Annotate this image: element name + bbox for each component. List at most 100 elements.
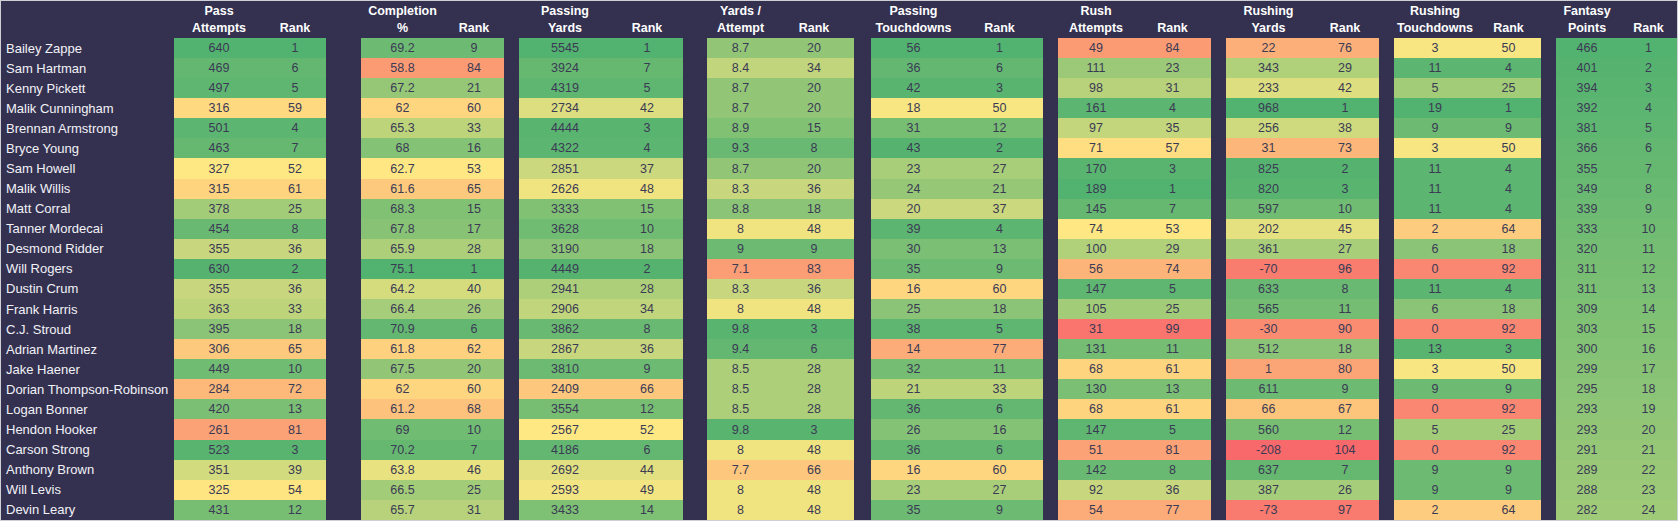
pass-attempts-value-cell[interactable]: 395 (174, 319, 264, 339)
fantasy-points-rank-cell[interactable]: 13 (1618, 279, 1678, 299)
pass-attempts-rank-cell[interactable]: 7 (264, 138, 326, 158)
passing-touchdowns-rank-cell[interactable]: 4 (956, 219, 1043, 239)
fantasy-points-value-cell[interactable]: 355 (1556, 158, 1618, 178)
completion-pct-rank-cell[interactable]: 7 (444, 440, 504, 460)
rushing-touchdowns-value-cell[interactable]: 0 (1394, 259, 1476, 279)
completion-pct-value-cell[interactable]: 67.8 (361, 219, 444, 239)
passing-touchdowns-rank-cell[interactable]: 60 (956, 460, 1043, 480)
fantasy-points-rank-cell[interactable]: 18 (1618, 379, 1678, 399)
passing-touchdowns-value-cell[interactable]: 18 (871, 98, 956, 118)
rush-attempts-value-cell[interactable]: 31 (1058, 319, 1134, 339)
fantasy-points-value-cell[interactable]: 293 (1556, 399, 1618, 419)
pass-attempts-rank-cell[interactable]: 54 (264, 480, 326, 500)
passing-touchdowns-value-cell[interactable]: 23 (871, 480, 956, 500)
pass-attempts-value-cell[interactable]: 523 (174, 440, 264, 460)
rush-attempts-rank-cell[interactable]: 23 (1134, 58, 1211, 78)
rushing-yards-value-cell[interactable]: 597 (1226, 199, 1311, 219)
passing-yards-value-cell[interactable]: 3924 (519, 58, 611, 78)
pass-attempts-rank-cell[interactable]: 5 (264, 78, 326, 98)
passing-touchdowns-value-cell[interactable]: 23 (871, 158, 956, 178)
rush-attempts-value-cell[interactable]: 147 (1058, 279, 1134, 299)
rush-attempts-value-cell[interactable]: 49 (1058, 38, 1134, 58)
pass-attempts-rank-cell[interactable]: 33 (264, 299, 326, 319)
player-name-cell[interactable]: Matt Corral (1, 199, 174, 219)
fantasy-points-rank-cell[interactable]: 1 (1618, 38, 1678, 58)
fantasy-points-rank-cell[interactable]: 19 (1618, 399, 1678, 419)
passing-touchdowns-value-cell[interactable]: 43 (871, 138, 956, 158)
yards-per-attempt-rank-cell[interactable]: 36 (774, 179, 854, 199)
fantasy-points-value-cell[interactable]: 311 (1556, 259, 1618, 279)
completion-pct-value-cell[interactable]: 67.2 (361, 78, 444, 98)
yards-per-attempt-rank-cell[interactable]: 6 (774, 339, 854, 359)
rushing-yards-rank-cell[interactable]: 104 (1311, 440, 1379, 460)
rushing-yards-rank-cell[interactable]: 3 (1311, 179, 1379, 199)
yards-per-attempt-value-cell[interactable]: 8 (707, 219, 774, 239)
yards-per-attempt-rank-cell[interactable]: 28 (774, 399, 854, 419)
fantasy-points-value-cell[interactable]: 300 (1556, 339, 1618, 359)
pass-attempts-value-cell[interactable]: 306 (174, 339, 264, 359)
rush-attempts-value-cell[interactable]: 100 (1058, 239, 1134, 259)
fantasy-points-rank-cell[interactable]: 10 (1618, 219, 1678, 239)
yards-per-attempt-rank-cell[interactable]: 48 (774, 219, 854, 239)
passing-touchdowns-value-cell[interactable]: 36 (871, 399, 956, 419)
rushing-touchdowns-value-cell[interactable]: 0 (1394, 319, 1476, 339)
rushing-touchdowns-rank-cell[interactable]: 9 (1476, 118, 1541, 138)
pass-attempts-value-cell[interactable]: 351 (174, 460, 264, 480)
completion-pct-value-cell[interactable]: 67.5 (361, 359, 444, 379)
rushing-touchdowns-value-cell[interactable]: 9 (1394, 379, 1476, 399)
pass-attempts-value-cell[interactable]: 363 (174, 299, 264, 319)
pass-attempts-rank-cell[interactable]: 13 (264, 399, 326, 419)
pass-attempts-rank-cell[interactable]: 2 (264, 259, 326, 279)
rushing-touchdowns-value-cell[interactable]: 9 (1394, 480, 1476, 500)
pass-attempts-rank-cell[interactable]: 1 (264, 38, 326, 58)
rushing-touchdowns-rank-cell[interactable]: 4 (1476, 179, 1541, 199)
rushing-yards-value-cell[interactable]: 565 (1226, 299, 1311, 319)
passing-yards-rank-cell[interactable]: 9 (611, 359, 683, 379)
passing-touchdowns-rank-cell[interactable]: 12 (956, 118, 1043, 138)
rushing-yards-rank-cell[interactable]: 29 (1311, 58, 1379, 78)
rush-attempts-value-cell[interactable]: 68 (1058, 399, 1134, 419)
fantasy-points-value-cell[interactable]: 320 (1556, 239, 1618, 259)
rush-attempts-rank-cell[interactable]: 1 (1134, 179, 1211, 199)
player-name-cell[interactable]: Kenny Pickett (1, 78, 174, 98)
passing-touchdowns-value-cell[interactable]: 16 (871, 279, 956, 299)
rushing-touchdowns-value-cell[interactable]: 11 (1394, 279, 1476, 299)
player-name-cell[interactable]: Desmond Ridder (1, 239, 174, 259)
rushing-yards-value-cell[interactable]: 202 (1226, 219, 1311, 239)
fantasy-points-value-cell[interactable]: 394 (1556, 78, 1618, 98)
completion-pct-value-cell[interactable]: 58.8 (361, 58, 444, 78)
rushing-yards-rank-cell[interactable]: 27 (1311, 239, 1379, 259)
passing-yards-value-cell[interactable]: 4444 (519, 118, 611, 138)
rushing-touchdowns-rank-cell[interactable]: 18 (1476, 239, 1541, 259)
completion-pct-rank-cell[interactable]: 40 (444, 279, 504, 299)
rushing-yards-rank-cell[interactable]: 96 (1311, 259, 1379, 279)
pass-attempts-value-cell[interactable]: 355 (174, 279, 264, 299)
yards-per-attempt-rank-cell[interactable]: 36 (774, 279, 854, 299)
passing-yards-rank-cell[interactable]: 18 (611, 239, 683, 259)
completion-pct-rank-cell[interactable]: 68 (444, 399, 504, 419)
rushing-yards-rank-cell[interactable]: 1 (1311, 98, 1379, 118)
rushing-yards-rank-cell[interactable]: 73 (1311, 138, 1379, 158)
passing-yards-rank-cell[interactable]: 28 (611, 279, 683, 299)
pass-attempts-value-cell[interactable]: 315 (174, 179, 264, 199)
yards-per-attempt-rank-cell[interactable]: 48 (774, 299, 854, 319)
column-header-completion-pct-rank[interactable]: Rank (444, 1, 504, 38)
rushing-yards-value-cell[interactable]: 968 (1226, 98, 1311, 118)
rushing-yards-rank-cell[interactable]: 67 (1311, 399, 1379, 419)
player-name-cell[interactable]: Brennan Armstrong (1, 118, 174, 138)
passing-touchdowns-rank-cell[interactable]: 6 (956, 440, 1043, 460)
completion-pct-value-cell[interactable]: 70.2 (361, 440, 444, 460)
rushing-yards-rank-cell[interactable]: 7 (1311, 460, 1379, 480)
rush-attempts-rank-cell[interactable]: 61 (1134, 399, 1211, 419)
passing-touchdowns-rank-cell[interactable]: 77 (956, 339, 1043, 359)
rushing-touchdowns-value-cell[interactable]: 6 (1394, 239, 1476, 259)
rushing-yards-rank-cell[interactable]: 12 (1311, 419, 1379, 439)
fantasy-points-rank-cell[interactable]: 14 (1618, 299, 1678, 319)
column-header-rushing-yards-rank[interactable]: Rank (1311, 1, 1379, 38)
rush-attempts-rank-cell[interactable]: 31 (1134, 78, 1211, 98)
rushing-yards-rank-cell[interactable]: 2 (1311, 158, 1379, 178)
rush-attempts-value-cell[interactable]: 92 (1058, 480, 1134, 500)
yards-per-attempt-value-cell[interactable]: 9.8 (707, 319, 774, 339)
passing-touchdowns-value-cell[interactable]: 30 (871, 239, 956, 259)
completion-pct-rank-cell[interactable]: 60 (444, 98, 504, 118)
